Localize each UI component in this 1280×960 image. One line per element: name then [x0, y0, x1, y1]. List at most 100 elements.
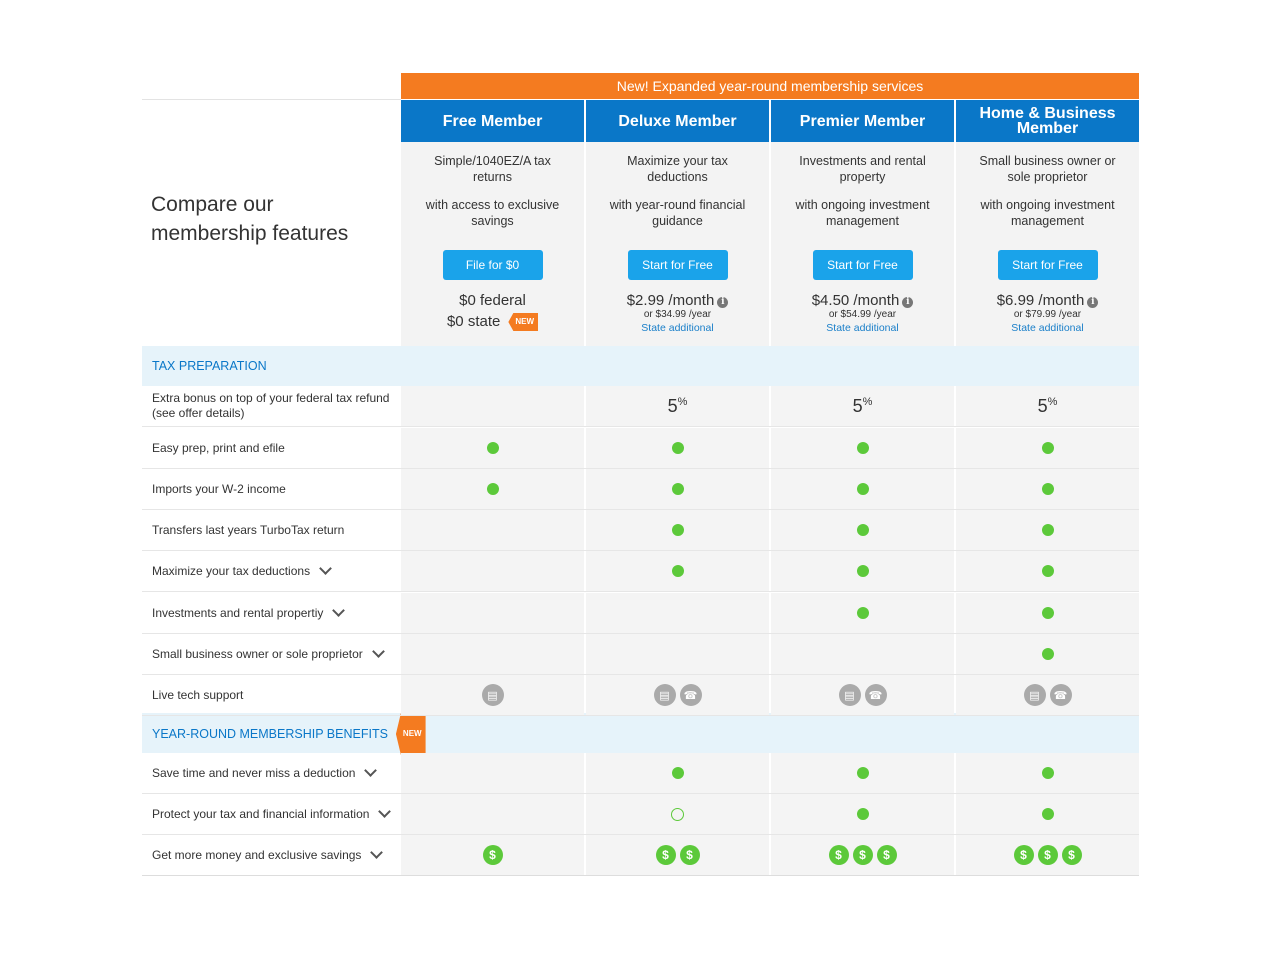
feature-row: Extra bonus on top of your federal tax r…: [142, 386, 1139, 427]
section-year-round-benefits: YEAR-ROUND MEMBERSHIP BENEFITS NEW: [142, 713, 1139, 755]
new-badge: NEW: [508, 313, 539, 331]
feature-label[interactable]: Save time and never miss a deduction: [152, 753, 392, 793]
feature-cell: [586, 794, 769, 834]
chevron-down-icon[interactable]: [370, 846, 384, 859]
feature-cell: [401, 593, 584, 633]
feature-cell: [956, 593, 1139, 633]
chevron-down-icon[interactable]: [364, 764, 378, 777]
feature-cell: $ $: [586, 835, 769, 875]
price-monthly: $2.99 /month: [626, 292, 715, 309]
feature-label: Extra bonus on top of your federal tax r…: [152, 386, 392, 426]
price-yearly: or $54.99 /year: [828, 309, 897, 320]
price-monthly-line: $4.50 /month i: [771, 293, 954, 309]
dollar-icon: $: [1013, 845, 1034, 865]
plan-description: Simple/1040EZ/A tax returns: [434, 154, 551, 184]
info-icon[interactable]: i: [717, 297, 729, 308]
feature-label-text: Live tech support: [152, 687, 244, 702]
chat-icon: ▤: [653, 684, 676, 706]
check-dot-icon: [671, 524, 684, 536]
feature-cell: [586, 469, 769, 509]
feature-row: Imports your W-2 income: [142, 469, 1139, 510]
check-dot-icon: [1041, 442, 1054, 454]
divider: [142, 875, 1139, 876]
feature-cell: [771, 634, 954, 674]
chevron-down-icon[interactable]: [371, 645, 385, 658]
chevron-down-icon[interactable]: [332, 604, 346, 617]
check-dot-icon: [486, 442, 499, 454]
feature-label[interactable]: Maximize your tax deductions: [152, 551, 392, 591]
state-additional-link[interactable]: State additional: [826, 322, 899, 334]
price-monthly-line: $6.99 /month i: [956, 293, 1139, 309]
start-for-free-button[interactable]: Start for Free: [997, 250, 1098, 280]
feature-row: Small business owner or sole proprietor: [142, 634, 1139, 675]
chat-icon: ▤: [1023, 684, 1046, 706]
chevron-down-icon[interactable]: [319, 562, 332, 575]
feature-label[interactable]: Small business owner or sole proprietor: [152, 634, 392, 674]
check-dot-icon: [856, 565, 869, 577]
feature-label-text: Save time and never miss a deduction: [152, 765, 356, 780]
info-icon[interactable]: i: [1087, 297, 1099, 308]
new-badge: NEW: [395, 713, 426, 755]
state-additional-link[interactable]: State additional: [641, 322, 714, 334]
bonus-percent: 5%: [1037, 395, 1058, 416]
feature-cell: [586, 551, 769, 591]
state-additional-link[interactable]: State additional: [1011, 322, 1084, 334]
check-dot-icon: [856, 808, 869, 820]
plan-subdescription: with ongoing investment management: [980, 198, 1115, 228]
feature-row: Live tech support ▤ ▤ ☎ ▤ ☎ ▤ ☎: [142, 675, 1139, 716]
plan-subdescription: with year-round financial guidance: [609, 198, 746, 228]
page-title-line2: membership features: [151, 222, 349, 245]
bonus-percent: 5%: [667, 395, 688, 416]
dollar-icon: $: [852, 845, 873, 865]
plan-home-business: Home & Business Member Small business ow…: [956, 100, 1139, 346]
dollar-icon: $: [482, 845, 503, 865]
partial-check-icon: [671, 807, 684, 821]
plan-subdescription: with access to exclusive savings: [425, 198, 560, 228]
check-dot-icon: [486, 483, 499, 495]
feature-cell: [771, 469, 954, 509]
feature-row: Get more money and exclusive savings $ $ $ $…: [142, 835, 1139, 876]
check-dot-icon: [1041, 565, 1054, 577]
feature-row: Investments and rental propertiy: [142, 593, 1139, 634]
plan-name: Home & Business Member: [956, 100, 1139, 142]
info-icon[interactable]: i: [902, 297, 914, 308]
feature-cell: [956, 634, 1139, 674]
section-tax-preparation: TAX PREPARATION: [142, 346, 1139, 386]
check-dot-icon: [1041, 648, 1054, 660]
feature-label[interactable]: Protect your tax and financial informati…: [152, 794, 392, 834]
feature-cell: [401, 551, 584, 591]
feature-label[interactable]: Investments and rental propertiy: [152, 593, 392, 633]
check-dot-icon: [856, 483, 869, 495]
dollar-icon: $: [828, 845, 849, 865]
feature-cell: [401, 428, 584, 468]
dollar-icon: $: [1061, 845, 1082, 865]
price-monthly: $6.99 /month: [996, 292, 1085, 309]
check-dot-icon: [856, 442, 869, 454]
feature-cell: [401, 386, 584, 426]
chat-icon: ▤: [481, 684, 504, 706]
feature-cell: [771, 510, 954, 550]
file-for-free-button[interactable]: File for $0: [442, 250, 543, 280]
feature-label-text: Small business owner or sole proprietor: [152, 646, 363, 661]
dollar-icon: $: [1037, 845, 1058, 865]
check-dot-icon: [856, 767, 869, 779]
plan-name: Deluxe Member: [586, 100, 769, 142]
feature-label-text: Easy prep, print and efile: [152, 440, 285, 455]
price-yearly: or $34.99 /year: [643, 309, 712, 320]
start-for-free-button[interactable]: Start for Free: [812, 250, 913, 280]
feature-cell: $: [401, 835, 584, 875]
price-federal: $0 federal: [459, 292, 526, 309]
feature-label-text: Maximize your tax deductions: [152, 563, 311, 578]
feature-label[interactable]: Get more money and exclusive savings: [152, 835, 392, 875]
feature-cell: [771, 794, 954, 834]
chevron-down-icon[interactable]: [378, 805, 392, 818]
phone-icon: ☎: [679, 684, 702, 706]
feature-cell: [956, 753, 1139, 793]
plan-description: Maximize your tax deductions: [627, 154, 728, 184]
check-dot-icon: [671, 483, 684, 495]
feature-cell: [401, 634, 584, 674]
feature-cell: ▤ ☎: [586, 675, 769, 715]
feature-label: Transfers last years TurboTax return: [152, 510, 392, 550]
start-for-free-button[interactable]: Start for Free: [627, 250, 728, 280]
feature-label-text: Get more money and exclusive savings: [152, 847, 362, 862]
